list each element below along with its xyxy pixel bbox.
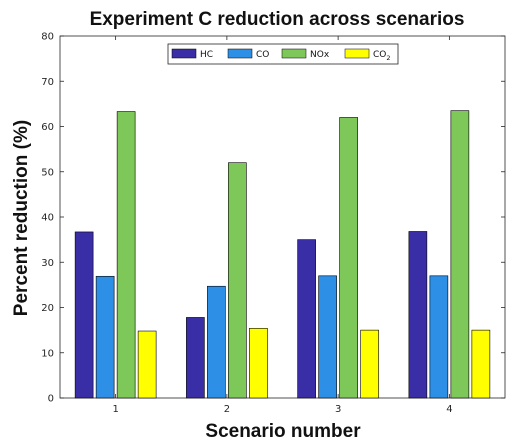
legend-label-hc: HC — [200, 50, 213, 60]
y-tick-label: 40 — [41, 213, 54, 224]
bar-nox-scenario-3 — [339, 117, 358, 399]
y-tick-label: 80 — [41, 32, 54, 43]
legend-swatch-hc — [171, 48, 197, 59]
bars-group — [74, 110, 491, 399]
x-axis-ticks: 1 2 3 4 — [112, 36, 453, 415]
bar-co-scenario-4 — [429, 275, 449, 399]
bar-hc-scenario-3 — [297, 239, 316, 399]
bar-nox-scenario-4 — [450, 110, 470, 399]
bar-co2-scenario-3 — [360, 329, 379, 399]
y-tick-label: 60 — [41, 122, 54, 133]
chart-title: Experiment C reduction across scenarios — [90, 9, 465, 30]
y-axis-label: Percent reduction (%) — [11, 120, 32, 316]
bar-nox-scenario-1 — [116, 111, 136, 399]
y-tick-label: 10 — [41, 348, 54, 359]
bar-co2-scenario-2 — [249, 328, 268, 399]
bar-hc-scenario-4 — [408, 231, 428, 399]
y-axis-ticks: 0 10 20 30 40 50 60 70 80 — [41, 32, 505, 405]
bar-hc-scenario-2 — [186, 317, 205, 399]
x-tick-label: 1 — [112, 404, 118, 415]
legend-label-co: CO — [256, 50, 269, 60]
legend-label-co2: CO2 — [373, 50, 391, 62]
x-tick-label: 3 — [335, 404, 341, 415]
y-tick-label: 50 — [41, 167, 54, 178]
bar-nox-scenario-2 — [228, 162, 247, 399]
x-tick-label: 4 — [446, 404, 452, 415]
y-tick-label: 70 — [41, 77, 54, 88]
x-tick-label: 2 — [224, 404, 230, 415]
bar-co-scenario-1 — [95, 275, 115, 399]
bar-co-scenario-3 — [318, 275, 337, 399]
y-tick-label: 0 — [48, 394, 54, 405]
x-axis-label: Scenario number — [205, 421, 361, 442]
bar-co2-scenario-4 — [471, 329, 491, 399]
y-tick-label: 20 — [41, 303, 54, 314]
bar-co2-scenario-1 — [137, 330, 157, 399]
legend: HC CO NOx CO2 — [167, 43, 399, 65]
legend-swatch-co2 — [344, 48, 370, 59]
legend-label-nox: NOx — [310, 50, 330, 60]
bar-co-scenario-2 — [207, 285, 226, 399]
legend-swatch-co — [227, 48, 253, 59]
y-tick-label: 30 — [41, 258, 54, 269]
bar-hc-scenario-1 — [74, 231, 94, 399]
legend-swatch-nox — [281, 48, 307, 59]
